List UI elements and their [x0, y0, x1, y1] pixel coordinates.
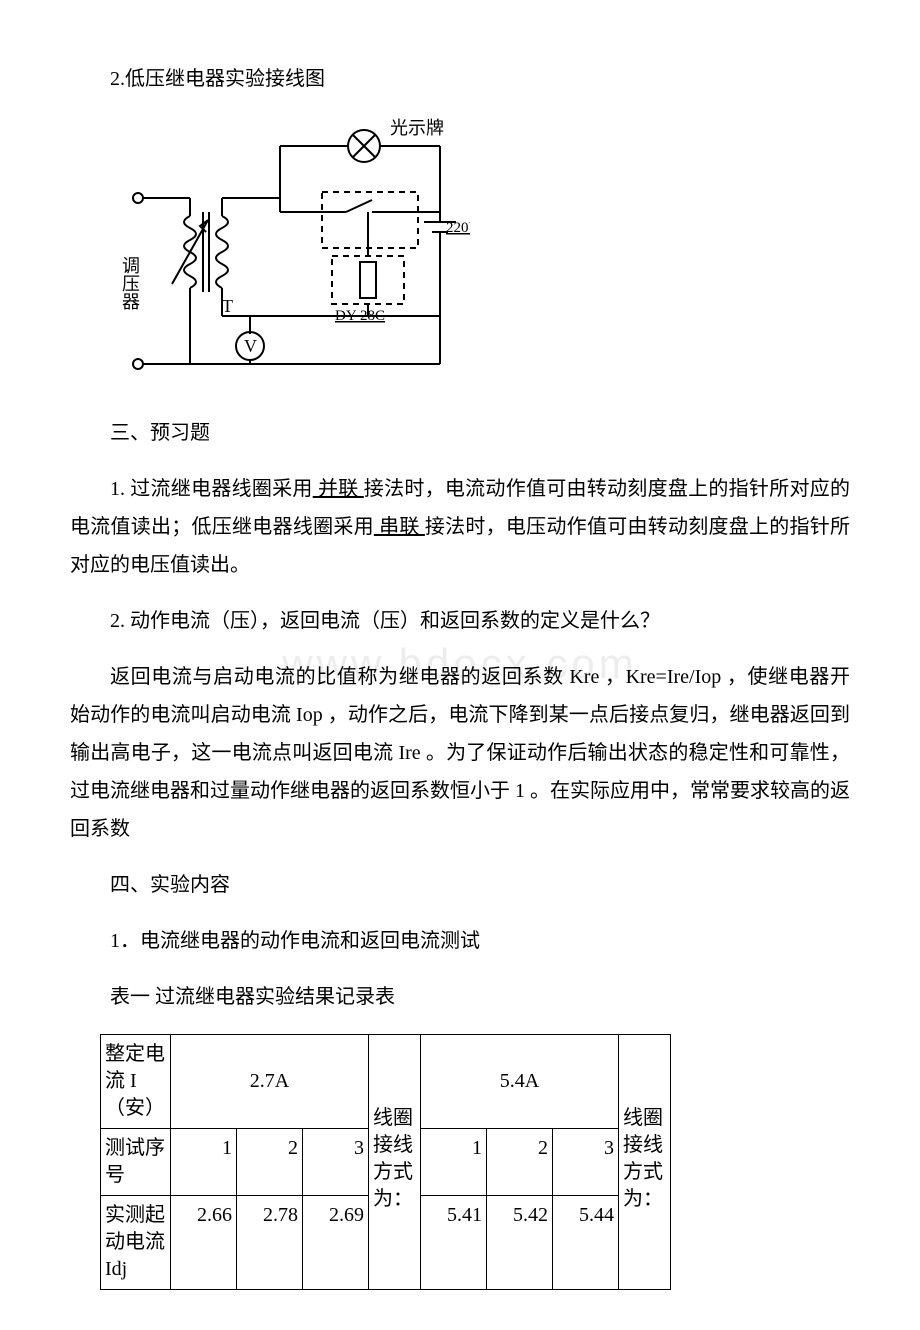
- row-label-test-no: 测试序号: [101, 1129, 171, 1196]
- col-3a: 3: [303, 1129, 369, 1196]
- row-label-set-current: 整定电流 I（安）: [101, 1035, 171, 1129]
- val-2-1: 5.41: [421, 1196, 487, 1290]
- table1-caption: 表一 过流继电器实验结果记录表: [70, 978, 850, 1016]
- val-2-2: 5.42: [487, 1196, 553, 1290]
- question-1: 1. 过流继电器线圈采用 并联 接法时，电流动作值可由转动刻度盘上的指针所对应的…: [70, 470, 850, 584]
- col-1a: 1: [171, 1129, 237, 1196]
- conn-label-2: 线圈接线方式为：: [619, 1035, 671, 1290]
- section4-title: 四、实验内容: [70, 866, 850, 904]
- wiring-diagram: 光示牌 调压器 T V 220V DY-28C: [110, 116, 850, 386]
- diagram-label-relay: DY-28C: [335, 308, 385, 324]
- section2-title: 2.低压继电器实验接线图: [70, 60, 850, 98]
- col-2b: 2: [487, 1129, 553, 1196]
- diagram-label-v: V: [244, 336, 257, 356]
- q1-blank1: 并联: [313, 478, 364, 500]
- conn-label-1: 线圈接线方式为：: [369, 1035, 421, 1290]
- diagram-label-light: 光示牌: [390, 118, 444, 138]
- col-1b: 1: [421, 1129, 487, 1196]
- diagram-label-t: T: [222, 296, 233, 316]
- group2-header: 5.4A: [421, 1035, 619, 1129]
- table-row: 整定电流 I（安） 2.7A 线圈接线方式为： 5.4A 线圈接线方式为：: [101, 1035, 671, 1129]
- val-1-2: 2.78: [237, 1196, 303, 1290]
- val-1-1: 2.66: [171, 1196, 237, 1290]
- item-4-1: 1．电流继电器的动作电流和返回电流测试: [70, 922, 850, 960]
- q1-blank2: 串联: [374, 516, 425, 538]
- val-2-3: 5.44: [553, 1196, 619, 1290]
- q1-prefix: 1. 过流继电器线圈采用: [110, 478, 313, 500]
- col-3b: 3: [553, 1129, 619, 1196]
- group1-header: 2.7A: [171, 1035, 369, 1129]
- section3-title: 三、预习题: [70, 414, 850, 452]
- table-1: 整定电流 I（安） 2.7A 线圈接线方式为： 5.4A 线圈接线方式为： 测试…: [100, 1034, 671, 1290]
- val-1-3: 2.69: [303, 1196, 369, 1290]
- row-label-measured: 实测起动电流 Idj: [101, 1196, 171, 1290]
- diagram-label-220v: 220V: [446, 220, 470, 236]
- question-2: 2. 动作电流（压），返回电流（压）和返回系数的定义是什么？: [70, 602, 850, 640]
- col-2a: 2: [237, 1129, 303, 1196]
- diagram-label-regulator: 调压器: [120, 256, 140, 310]
- question-2-answer: 返回电流与启动电流的比值称为继电器的返回系数 Kre ，Kre=Ire/Iop …: [70, 658, 850, 848]
